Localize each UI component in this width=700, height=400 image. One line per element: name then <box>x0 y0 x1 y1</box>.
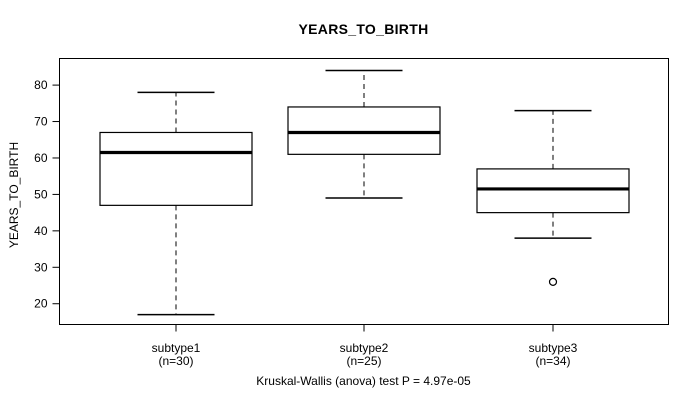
x-category-label: subtype2 <box>340 341 389 355</box>
y-tick-label: 40 <box>34 224 48 238</box>
x-category-sublabel: (n=30) <box>158 354 193 368</box>
y-tick-label: 20 <box>34 297 48 311</box>
iqr-box <box>476 168 630 214</box>
y-tick-label: 60 <box>34 151 48 165</box>
iqr-box <box>287 106 441 155</box>
chart-title: YEARS_TO_BIRTH <box>298 21 429 37</box>
x-category-sublabel: (n=34) <box>535 354 570 368</box>
y-tick-label: 30 <box>34 260 48 274</box>
x-category-label: subtype1 <box>152 341 201 355</box>
x-category-sublabel: (n=25) <box>346 354 381 368</box>
y-tick-label: 80 <box>34 78 48 92</box>
stats-caption: Kruskal-Wallis (anova) test P = 4.97e-05 <box>256 374 471 388</box>
iqr-box <box>99 131 253 206</box>
y-tick-label: 70 <box>34 115 48 129</box>
outlier-point <box>548 277 558 286</box>
y-tick-label: 50 <box>34 187 48 201</box>
x-category-label: subtype3 <box>529 341 578 355</box>
